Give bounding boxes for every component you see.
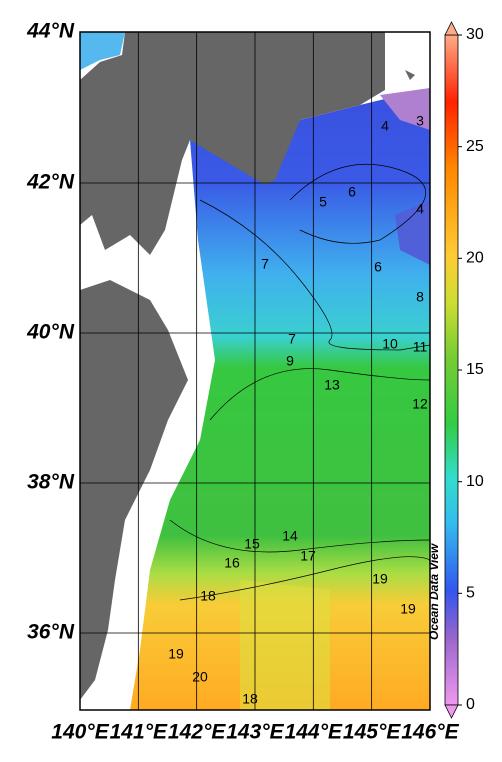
contour-label: 18	[200, 588, 216, 604]
contour-label: 4	[381, 118, 389, 134]
frame	[79, 31, 431, 711]
cold-eddy	[395, 200, 430, 265]
contour-label: 19	[400, 601, 416, 617]
lon-label: 143°E	[226, 721, 284, 744]
lon-label: 140°E	[51, 721, 109, 744]
lon-label: 144°E	[285, 721, 343, 744]
contour-label: 19	[168, 646, 184, 662]
lat-label: 36°N	[27, 621, 75, 644]
colorbar-cap	[444, 21, 459, 36]
japan-sea	[80, 32, 125, 70]
lat-label: 44°N	[26, 20, 75, 43]
lat-label: 38°N	[27, 471, 75, 494]
warm-patch	[240, 580, 330, 710]
hokkaido	[80, 32, 385, 255]
contour-label: 12	[412, 396, 428, 412]
colorbar-label: 5	[466, 585, 475, 602]
contour-label: 7	[288, 331, 296, 347]
honshu	[80, 280, 188, 700]
colorbar	[444, 34, 459, 706]
contour-label: 10	[382, 336, 398, 352]
colorbar-cap	[444, 704, 459, 719]
contour-label: 14	[282, 528, 298, 544]
contour-label: 3	[416, 113, 424, 129]
contour-label: 15	[244, 536, 260, 552]
contour-label: 18	[242, 691, 258, 707]
contour-label: 5	[319, 194, 327, 210]
contour-label: 16	[224, 555, 240, 571]
lon-label: 145°E	[343, 721, 401, 744]
map-area	[80, 32, 430, 710]
lat-label: 40°N	[26, 321, 75, 344]
island	[405, 70, 415, 80]
contour-label: 7	[261, 256, 269, 272]
colorbar-label: 20	[466, 250, 484, 267]
lat-label: 42°N	[26, 171, 75, 194]
contour-label: 9	[286, 353, 294, 369]
contour-label: 6	[374, 259, 382, 275]
contour-label: 19	[372, 571, 388, 587]
contour-label: 20	[192, 669, 208, 685]
colorbar-label: 15	[466, 361, 484, 378]
cold-water	[380, 88, 430, 130]
lon-label: 141°E	[110, 721, 168, 744]
contour-label: 11	[413, 339, 428, 355]
contours	[169, 164, 430, 601]
colorbar-label: 10	[466, 473, 484, 490]
colorbar-label: 25	[466, 138, 484, 155]
colorbar-label: 0	[466, 696, 475, 713]
contour-label: 17	[300, 548, 316, 564]
contour-label: 13	[324, 377, 340, 393]
colorbar-label: 30	[466, 26, 484, 43]
contour-label: 4	[416, 201, 424, 217]
contour-label: 8	[416, 289, 424, 305]
contour-label: 6	[348, 184, 356, 200]
credit: Ocean Data View	[427, 543, 441, 640]
lon-label: 142°E	[168, 721, 226, 744]
lon-label: 146°E	[401, 721, 459, 744]
